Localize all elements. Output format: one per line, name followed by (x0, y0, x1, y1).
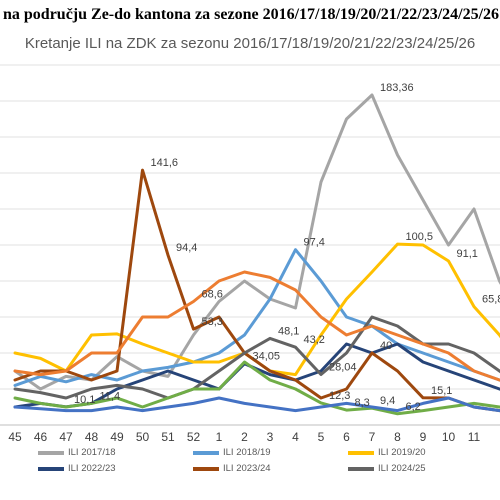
x-tick-label: 11 (468, 430, 481, 444)
x-tick-label: 3 (267, 430, 274, 444)
legend-swatch (348, 450, 374, 455)
data-label: 8,3 (355, 397, 370, 409)
chart-title: Kretanje ILI na ZDK za sezonu 2016/17/18… (24, 35, 476, 52)
x-tick-label: 49 (110, 430, 124, 444)
x-tick-label: 51 (161, 430, 175, 444)
x-tick-label: 1 (216, 430, 223, 444)
x-tick-label: 8 (394, 430, 401, 444)
legend-swatch (193, 450, 219, 455)
series-line-0 (13, 93, 500, 391)
data-label: 28,04 (329, 362, 357, 374)
legend-label: ILI 2024/25 (378, 463, 426, 474)
x-tick-label: 6 (343, 430, 350, 444)
legend-label: ILI 2018/19 (223, 447, 271, 458)
legend-swatch (38, 466, 64, 471)
legend-label: ILI 2022/23 (68, 463, 116, 474)
data-label: 100,5 (406, 231, 434, 243)
legend-swatch (38, 450, 64, 455)
legend-label: ILI 2017/18 (68, 447, 116, 458)
data-label: 97,4 (304, 237, 325, 249)
data-label: 10,1 (74, 394, 95, 406)
legend-item: ILI 2023/24 (193, 463, 271, 474)
data-label: 141,6 (151, 157, 179, 169)
x-tick-label: 46 (34, 430, 48, 444)
data-label: 11,4 (100, 390, 121, 402)
x-tick-label: 9 (420, 430, 427, 444)
data-label: 48,1 (278, 325, 299, 337)
x-tick-label: 7 (369, 430, 376, 444)
data-label: 94,4 (176, 242, 197, 254)
data-label: 53,3 (202, 316, 223, 328)
data-label: 65,8 (482, 294, 500, 306)
chart-legend: ILI 2017/18 ILI 2018/19 ILI 2019/20 ILI 202… (38, 447, 500, 489)
data-label: 43,2 (304, 334, 325, 346)
x-tick-label: 47 (59, 430, 73, 444)
data-label: 9,4 (380, 395, 395, 407)
series-line-7 (13, 360, 500, 416)
series-line-2 (13, 242, 500, 377)
series-line-8 (13, 396, 500, 413)
legend-item: ILI 2022/23 (38, 463, 116, 474)
data-label: 40 (380, 340, 392, 352)
x-tick-label: 10 (442, 430, 456, 444)
legend-item: ILI 2024/25 (348, 463, 426, 474)
x-tick-label: 48 (85, 430, 99, 444)
data-label: 6,2 (406, 401, 421, 413)
data-label: 183,36 (380, 82, 414, 94)
legend-item: ILI 2018/19 (193, 447, 271, 458)
data-label: 91,1 (457, 248, 478, 260)
legend-label: ILI 2019/20 (378, 447, 426, 458)
x-tick-label: 4 (292, 430, 299, 444)
document-title-bar: na području Ze-do kantona za sezone 2016… (0, 0, 500, 28)
x-tick-label: 50 (136, 430, 150, 444)
x-tick-label: 52 (187, 430, 201, 444)
legend-label: ILI 2023/24 (223, 463, 271, 474)
legend-swatch (193, 466, 219, 471)
x-tick-label: 5 (318, 430, 325, 444)
legend-item: ILI 2019/20 (348, 447, 426, 458)
data-label: 12,3 (329, 390, 350, 402)
series-line-6 (13, 270, 500, 382)
x-tick-label: 45 (8, 430, 22, 444)
legend-item: ILI 2017/18 (38, 447, 116, 458)
series-line-5 (13, 315, 500, 400)
legend-swatch (348, 466, 374, 471)
x-tick-label: 2 (241, 430, 248, 444)
document-title: na području Ze-do kantona za sezone 2016… (3, 6, 500, 23)
data-label: 34,05 (253, 351, 281, 363)
data-label: 68,6 (202, 289, 223, 301)
data-label: 15,1 (431, 385, 452, 397)
